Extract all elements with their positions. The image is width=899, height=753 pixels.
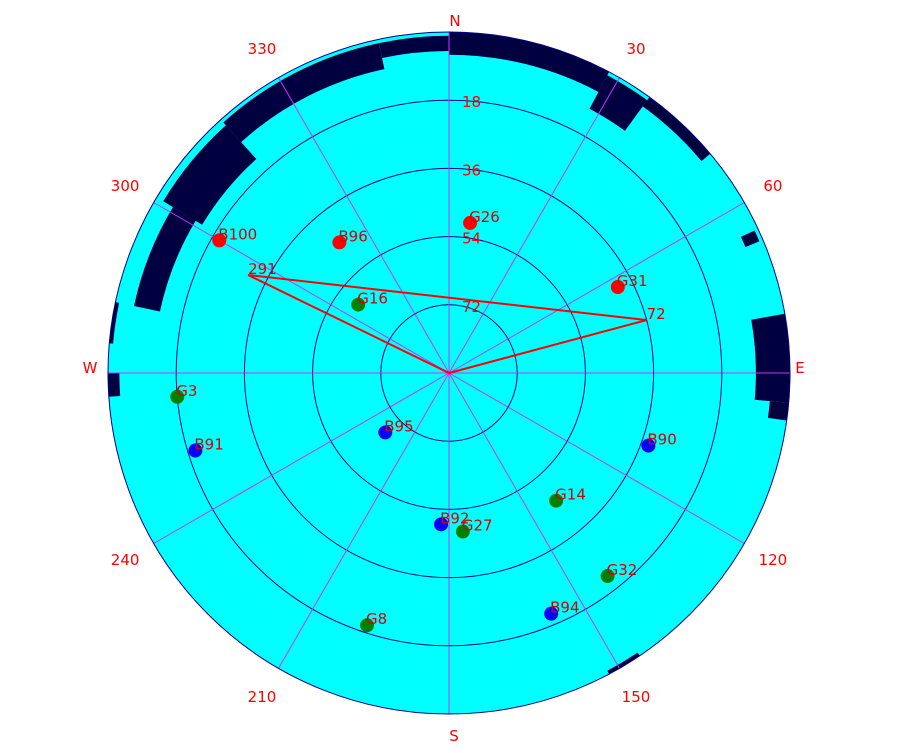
satellite-label: B100: [218, 225, 257, 243]
satellite-marker: [434, 517, 449, 532]
satellite-label: B92: [440, 509, 469, 527]
satellite-marker: [455, 524, 470, 539]
satellite-marker: [544, 606, 559, 621]
azimuth-tick-label: 330: [248, 40, 277, 58]
satellite-label: G16: [357, 290, 388, 308]
horizon-circle: [107, 31, 791, 715]
satellite-label: G32: [607, 561, 638, 579]
satellite-label: B94: [550, 599, 579, 617]
cardinal-north: N: [449, 12, 460, 30]
satellite-marker: [332, 235, 347, 250]
satellite-marker: [641, 438, 656, 453]
obstruction-sector: [449, 32, 610, 92]
obstruction-sector: [607, 652, 640, 675]
elevation-ring-label: 36: [462, 161, 481, 179]
satellite-label: G3: [176, 382, 197, 400]
cardinal-south: S: [449, 727, 459, 745]
satellite-label: G31: [617, 272, 648, 290]
azimuth-tick-label: 30: [626, 40, 645, 58]
azimuth-tick-labels: 30 60 120 150 210 240 300 330: [111, 40, 787, 706]
obstruction-sector: [109, 302, 120, 344]
obstruction-sector: [740, 230, 760, 248]
satellite-marker: [351, 297, 366, 312]
elevation-ring-label: 54: [462, 230, 481, 248]
obstruction-sector: [767, 401, 789, 421]
azimuth-spoke: [448, 202, 745, 374]
cardinal-east: E: [795, 359, 804, 377]
azimuth-tick-label: 60: [763, 177, 782, 195]
satellite-label: G26: [469, 208, 500, 226]
satellite-marker: [360, 618, 375, 633]
cardinal-west: W: [83, 359, 98, 377]
mask-line: [448, 319, 647, 374]
obstruction-sector: [163, 125, 257, 225]
obstruction-sector: [751, 313, 791, 403]
satellite-label: B90: [647, 431, 676, 449]
obstruction-sector: [642, 97, 711, 162]
azimuth-spoke: [153, 202, 450, 374]
satellite-marker: [170, 389, 185, 404]
obstruction-sector: [133, 207, 196, 312]
satellite-marker: [188, 443, 203, 458]
obstruction-sector: [108, 373, 121, 397]
azimuth-tick-label: 210: [248, 688, 277, 706]
azimuth-spoke: [153, 372, 450, 544]
azimuth-tick-label: 150: [622, 688, 651, 706]
mask-connector-line: [247, 274, 647, 322]
azimuth-tick-label: 240: [111, 551, 140, 569]
elevation-ring-label: 18: [462, 93, 481, 111]
azimuth-spokes: [108, 32, 790, 714]
satellite-marker: [463, 215, 478, 230]
satellite-label: B96: [338, 227, 367, 245]
satellite-label: G8: [366, 610, 387, 628]
obstruction-sector: [378, 35, 449, 58]
obstruction-layer: [108, 32, 791, 675]
elevation-ring-labels: 18 36 54 72: [462, 93, 481, 316]
azimuth-spoke: [448, 77, 620, 374]
obstruction-sector: [223, 43, 385, 143]
mask-lines: 291 72: [247, 260, 666, 374]
satellite-marker: [600, 569, 615, 584]
azimuth-spoke: [278, 372, 450, 669]
satellite-label: B95: [384, 417, 413, 435]
azimuth-spoke: [448, 372, 745, 544]
azimuth-spoke: [448, 372, 620, 669]
satellite-marker: [378, 425, 393, 440]
azimuth-spoke: [278, 77, 450, 374]
obstruction-sector: [589, 75, 648, 131]
satellite-marker: [610, 279, 625, 294]
mask-line-label: 291: [248, 260, 277, 278]
satellite-marker: [212, 233, 227, 248]
mask-line: [247, 274, 450, 374]
satellite-label: G27: [462, 517, 493, 535]
azimuth-tick-label: 120: [759, 551, 788, 569]
mask-line-label: 72: [647, 305, 666, 323]
elevation-ring-label: 72: [462, 298, 481, 316]
satellite-markers: G26 G31 B96 B100 G16 G3 G14 G27 G32 G8 B95 B91 B90 B9…: [170, 208, 677, 633]
satellite-label: G14: [555, 486, 586, 504]
satellite-label: B91: [194, 436, 223, 454]
azimuth-tick-label: 300: [111, 177, 140, 195]
satellite-marker: [549, 493, 564, 508]
